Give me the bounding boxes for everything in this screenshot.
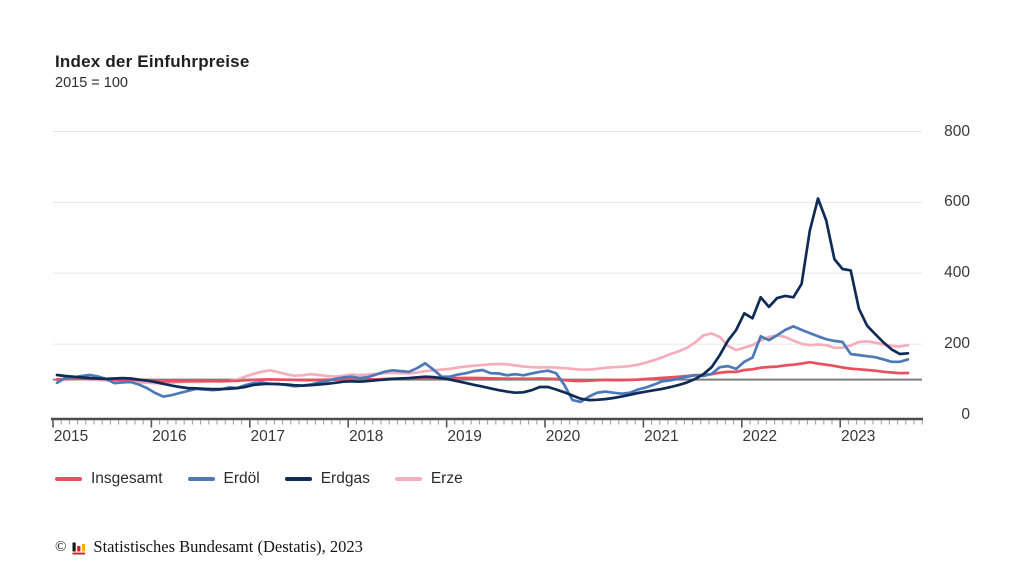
y-axis-label: 400 [944,264,970,282]
y-axis-label: 800 [944,122,970,140]
y-axis-label: 0 [961,406,970,423]
legend-label: Erdöl [223,470,260,487]
series-line-erdgas [55,197,910,402]
legend-swatch-insgesamt [55,477,82,481]
copyright-symbol: © [55,538,67,555]
source-attribution: © Statistisches Bundesamt (Destatis), 20… [55,537,363,557]
legend-item-erdoel: Erdöl [187,470,260,488]
x-axis-label-2022: 2022 [742,428,778,445]
legend-swatch-erdoel [187,477,215,481]
legend-label: Erdgas [320,470,370,487]
x-axis-label-2017: 2017 [250,428,286,445]
legend-swatch-erdgas [284,477,312,481]
y-axis-label: 200 [944,335,970,353]
chart-header: Index der Einfuhrpreise 2015 = 100 [55,52,249,91]
legend-label: Erze [430,470,463,487]
legend-item-erdgas: Erdgas [284,470,370,488]
chart-subtitle: 2015 = 100 [55,75,128,91]
x-axis-label-2018: 2018 [348,428,384,445]
series-line-erze [55,332,910,385]
legend-swatch-erze [394,477,422,481]
source-text: Statistisches Bundesamt (Destatis), 2023 [93,537,363,556]
x-axis-label-2015: 2015 [53,428,89,445]
legend-item-erze: Erze [394,470,463,488]
x-axis-label-2016: 2016 [152,428,187,445]
series-line-insgesamt [55,360,910,383]
legend-label: Insgesamt [91,470,163,487]
chart-legend: Insgesamt Erdöl Erdgas Erze [55,470,463,488]
x-axis-label-2021: 2021 [644,428,679,445]
x-axis-label-2023: 2023 [840,428,876,445]
x-axis-label-2020: 2020 [545,428,581,445]
page-title: Index der Einfuhrpreise [55,52,250,71]
x-axis-label-2019: 2019 [447,428,482,445]
legend-item-insgesamt: Insgesamt [55,470,163,488]
y-axis-label: 600 [944,193,970,211]
destatis-logo-icon [72,542,86,554]
